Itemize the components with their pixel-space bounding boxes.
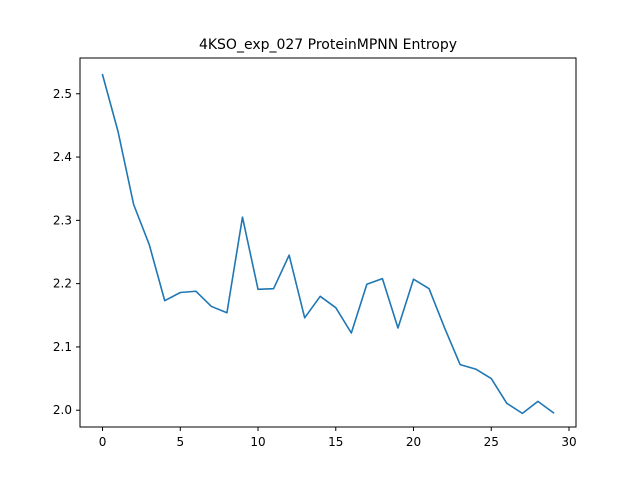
x-tick-label: 5	[176, 435, 184, 449]
y-tick-label: 2.4	[53, 150, 72, 164]
series-layer	[101, 73, 555, 415]
x-tick-label: 20	[406, 435, 421, 449]
x-tick-label: 30	[561, 435, 576, 449]
axes-frame	[79, 57, 577, 428]
y-tick-label: 2.1	[53, 340, 72, 354]
x-tick-label: 10	[250, 435, 265, 449]
x-tick-label: 15	[328, 435, 343, 449]
y-tick-label: 2.2	[53, 277, 72, 291]
chart-title: 4KSO_exp_027 ProteinMPNN Entropy	[199, 37, 457, 53]
x-axis: 0 5 10 15 20 25 30	[99, 427, 577, 449]
x-tick-label: 0	[99, 435, 107, 449]
y-axis: 2.0 2.1 2.2 2.3 2.4 2.5	[53, 87, 80, 417]
series-line	[101, 73, 555, 415]
y-tick-label: 2.5	[53, 87, 72, 101]
y-tick-label: 2.3	[53, 213, 72, 227]
y-tick-label: 2.0	[53, 403, 72, 417]
x-tick-label: 25	[484, 435, 499, 449]
